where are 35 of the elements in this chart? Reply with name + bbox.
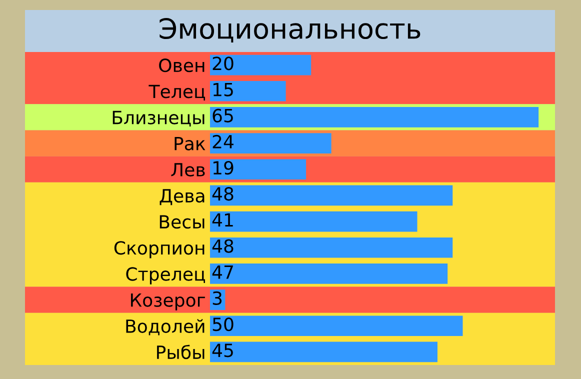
y-tick-label: Рыбы [157,344,204,360]
data-label: 41 [212,213,233,227]
y-tick-label: Овен [159,58,204,72]
y-tick-label: Козерог [131,293,205,310]
data-label: 48 [212,187,234,201]
data-label: 20 [212,56,234,70]
bar [210,80,286,102]
y-tick-label: Рак [174,136,206,150]
data-label: 65 [212,108,233,122]
bar [210,211,418,232]
data-label: 3 [212,291,222,306]
bar [210,159,306,180]
y-tick-label: Дева [160,189,204,206]
y-tick-label: Телец [148,84,206,100]
y-tick-label: Близнецы [112,110,204,127]
bar [210,316,463,336]
bar [210,264,448,284]
y-tick-label: Скорпион [114,241,204,258]
chart-title: Эмоциональность [160,18,420,42]
y-tick-label: Весы [160,215,204,229]
bar [210,54,312,76]
data-label: 19 [214,160,234,175]
y-tick-label: Стрелец [126,267,205,284]
bar [210,342,438,362]
data-label: 48 [212,239,234,253]
bar [210,133,332,154]
y-tick-label: Водолей [126,319,204,336]
bar [210,237,453,258]
data-label: 47 [212,266,233,279]
bar [210,185,453,206]
data-label: 15 [214,82,233,96]
data-label: 45 [212,344,233,358]
data-label: 50 [212,317,234,332]
data-label: 24 [212,134,234,148]
y-tick-label: Лев [171,163,205,176]
